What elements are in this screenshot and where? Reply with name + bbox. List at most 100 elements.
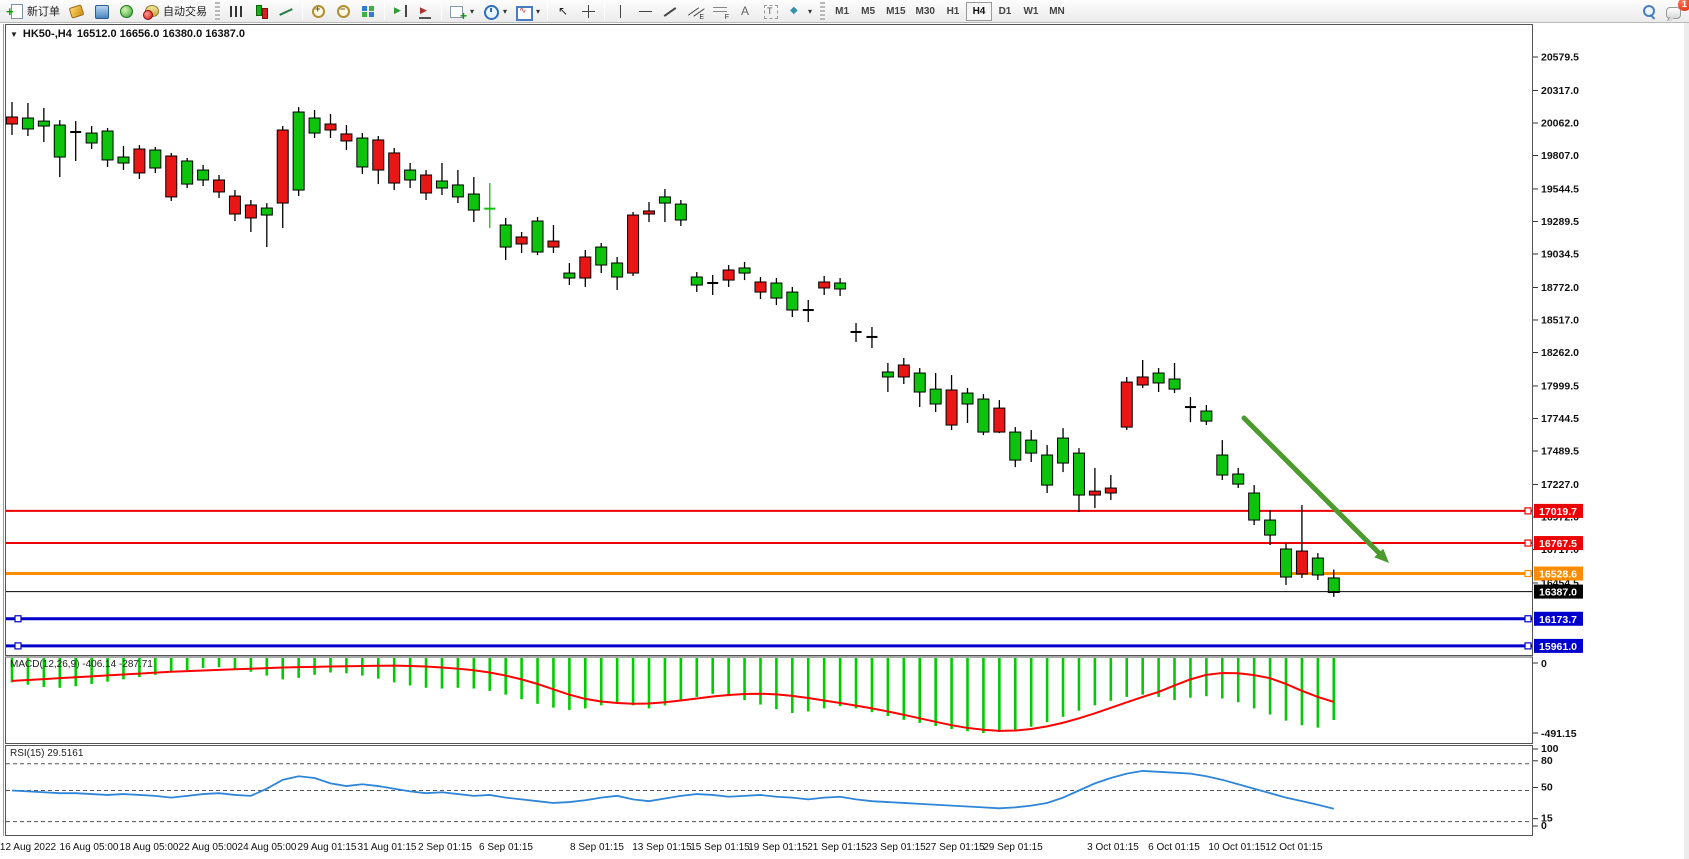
timeframe-m1-button[interactable]: M1 xyxy=(835,5,850,17)
candlestick xyxy=(467,177,480,223)
shift-end-button[interactable] xyxy=(388,1,413,21)
text-label-button[interactable] xyxy=(758,1,783,21)
line-anchor-square[interactable] xyxy=(1524,507,1532,515)
notifications-button[interactable]: 1 xyxy=(1661,0,1689,21)
timeframe-w1-button[interactable]: W1 xyxy=(1023,5,1039,17)
arrows-icon xyxy=(787,4,804,19)
arrow-annotation-head[interactable] xyxy=(1374,548,1389,563)
candlestick-button[interactable] xyxy=(249,1,274,21)
line-anchor-square[interactable] xyxy=(1524,615,1532,623)
macd-signal-line xyxy=(11,664,1335,732)
cursor-button[interactable] xyxy=(551,1,576,21)
timeframe-h4-button[interactable]: H4 xyxy=(965,1,992,21)
candlestick xyxy=(690,272,703,293)
time-axis-label: 15 Sep 01:15 xyxy=(690,842,750,853)
zoom-out-button[interactable] xyxy=(331,1,356,21)
candlestick xyxy=(1104,475,1117,501)
horizontal-line-button[interactable] xyxy=(633,1,658,21)
timeframe-mn-button[interactable]: MN xyxy=(1049,5,1065,17)
line-anchor-square[interactable] xyxy=(1524,539,1532,547)
time-axis-label: 6 Oct 01:15 xyxy=(1148,842,1200,853)
bar-chart-button[interactable] xyxy=(224,1,249,21)
add-indicator-button[interactable]: ▾ xyxy=(445,1,478,21)
signals-icon xyxy=(118,4,135,19)
line-chart-button[interactable] xyxy=(274,1,299,21)
fibonacci-button[interactable] xyxy=(708,1,733,21)
tile-windows-button[interactable] xyxy=(356,1,381,21)
vertical-line-button[interactable] xyxy=(608,1,633,21)
price-line-label xyxy=(1534,503,1583,518)
bar-chart-icon xyxy=(228,4,245,19)
text-button[interactable] xyxy=(733,1,758,21)
auto-trading-button[interactable]: 自动交易 xyxy=(139,1,211,21)
candlestick xyxy=(913,368,926,408)
templates-button[interactable]: ▾ xyxy=(511,1,544,21)
candlestick xyxy=(547,224,560,254)
timeframe-d1-button[interactable]: D1 xyxy=(998,5,1012,17)
candlestick xyxy=(834,278,847,297)
search-button[interactable] xyxy=(1636,1,1661,21)
candlestick xyxy=(658,189,671,223)
time-axis-label: 22 Aug 05:00 xyxy=(179,842,238,853)
time-axis-label: 27 Sep 01:15 xyxy=(925,842,985,853)
timeframe-m30-button[interactable]: M30 xyxy=(915,5,935,17)
chart-symbol-period: HK50-,H4 xyxy=(22,28,72,40)
price-axis-tick-label: 19034.5 xyxy=(1541,248,1579,260)
rsi-indicator-label: RSI(15) 29.5161 xyxy=(10,748,84,759)
crosshair-icon xyxy=(580,4,597,19)
crosshair-button[interactable] xyxy=(576,1,601,21)
rsi-axis-label: 80 xyxy=(1541,755,1553,767)
zoom-in-button[interactable] xyxy=(306,1,331,21)
candlestick xyxy=(260,203,273,248)
line-anchor-square[interactable] xyxy=(1524,642,1532,650)
market-watch-button[interactable] xyxy=(64,1,89,21)
candlestick xyxy=(1327,569,1340,597)
toolbar-separator xyxy=(441,2,442,20)
trendline-button[interactable] xyxy=(658,1,683,21)
auto-scroll-button[interactable] xyxy=(413,1,438,21)
timeframe-m15-button[interactable]: M15 xyxy=(886,5,906,17)
text-label-icon xyxy=(762,4,779,19)
market-watch-icon xyxy=(68,4,85,19)
candlestick xyxy=(308,109,321,139)
rsi-axis-label: 50 xyxy=(1541,782,1553,794)
line-anchor-square[interactable] xyxy=(14,642,22,650)
candlestick xyxy=(1295,504,1308,578)
collapse-triangle-icon[interactable]: ▼ xyxy=(10,29,18,39)
channel-button[interactable] xyxy=(683,1,708,21)
chevron-down-icon[interactable]: ▾ xyxy=(503,6,508,16)
candlestick xyxy=(707,274,719,295)
periods-button[interactable]: ▾ xyxy=(478,1,511,21)
time-axis-label: 31 Aug 01:15 xyxy=(358,842,417,853)
price-axis-tick-label: 17489.5 xyxy=(1541,445,1579,457)
price-line-label-text: 16173.7 xyxy=(1539,614,1577,626)
line-anchor-square[interactable] xyxy=(14,615,22,623)
chevron-down-icon[interactable]: ▾ xyxy=(808,6,813,16)
trendline-icon xyxy=(662,4,679,19)
candlestick xyxy=(197,164,210,186)
zoom-in-icon xyxy=(310,4,327,19)
chevron-down-icon[interactable]: ▾ xyxy=(536,6,541,16)
periods-icon xyxy=(482,4,500,20)
candlestick xyxy=(897,357,910,384)
macd-axis-label: 0 xyxy=(1541,658,1547,670)
window-edge xyxy=(1684,23,1689,859)
candlestick xyxy=(611,256,624,291)
timeframe-h1-button[interactable]: H1 xyxy=(946,5,960,17)
arrow-annotation[interactable] xyxy=(1241,415,1382,556)
candlestick-icon xyxy=(253,4,270,19)
line-anchor-square[interactable] xyxy=(1524,569,1532,578)
navigator-button[interactable] xyxy=(89,1,114,21)
time-axis-label: 21 Sep 01:15 xyxy=(807,842,867,853)
candlestick xyxy=(404,163,417,189)
arrows-button[interactable]: ▾ xyxy=(783,1,816,21)
price-axis-tick-label: 19544.5 xyxy=(1541,183,1579,195)
signals-button[interactable] xyxy=(114,1,139,21)
candlestick xyxy=(579,249,592,287)
chevron-down-icon[interactable]: ▾ xyxy=(470,6,475,16)
time-axis-label: 24 Aug 05:00 xyxy=(238,842,297,853)
price-line-label xyxy=(1534,566,1583,581)
new-order-button[interactable]: 新订单 xyxy=(3,1,64,21)
timeframe-m5-button[interactable]: M5 xyxy=(861,5,876,17)
price-line-label-text: 16528.6 xyxy=(1539,569,1577,581)
